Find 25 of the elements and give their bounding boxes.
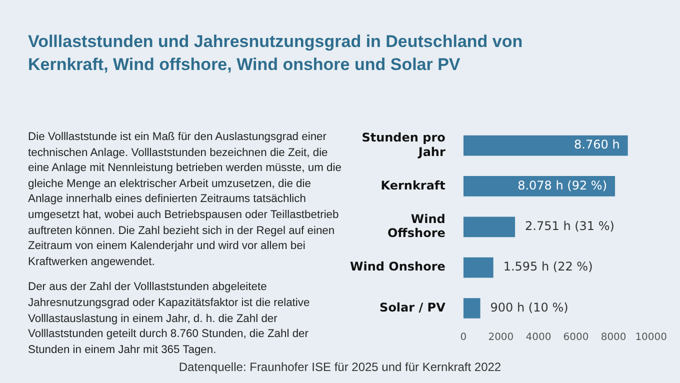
y-tick-label: Solar / PV [380,300,446,314]
bar [463,216,516,238]
x-tick-label: 2000 [488,332,514,344]
bar [463,257,494,278]
y-tick-label: Wind Onshore [350,260,446,274]
y-tick-label: Wind Offshore [387,212,446,240]
y-tick-label: Kernkraft [380,178,446,192]
data-label: 900 h (10 %) [490,300,568,314]
bar [463,298,480,318]
x-tick-label: 6000 [563,332,589,344]
x-tick-label: 0 [460,332,467,344]
y-tick-label: Stunden pro Jahr [362,130,446,159]
data-label: 2.751 h (31 %) [525,219,614,234]
bar [463,176,616,196]
x-tick-label: 4000 [526,332,552,344]
text: Volllaststunden und Jahresnutzungsgrad in Deutschland von Kernkraft, Wind offshore, Wind onshore und Solar PV [28,31,524,76]
data-label: 1.595 h (22 %) [503,260,593,274]
text: Die Volllaststunde ist ein Maß für den Auslastungsgrad einer technischen Anlage. Volllaststunden bezeichnen die Zeit, die eine Anlage mit Nennleistung betrieben werden müsste, um die gleiche Menge an elektrischer Arbeit umzusetzen, die die Anlage innerhalb eines definierten Zeitraums tatsächlich umgesetzt hat, wobei auch Betriebspausen oder Teillastbetrieb auftreten können. Die Zahl bezieht sich in der Regel auf einen Zeitraum von einem Kalenderjahr und wird vor allem bei Kraftwerken angewendet. [28,131,342,268]
text: Der aus der Zahl der Volllaststunden abgeleitete Jahresnutzungsgrad oder Kapazitätsfaktor ist die relative Volllastauslastung in einem Jahr, d. h. die Zahl der Volllaststunden geteilt durch 8.760 Stunden, die Zahl der Stunden in einem Jahr mit 365 Tagen. [28,280,311,358]
x-tick-label: 8000 [600,332,626,344]
data-label: 8.760 h [574,138,620,152]
text: Datenquelle: Fraunhofer ISE für 2025 und für Kernkraft 2022 [178,360,502,374]
x-tick-label: 10000 [635,332,667,344]
data-label: 8.078 h (92 %) [518,178,608,192]
bar [463,135,628,156]
